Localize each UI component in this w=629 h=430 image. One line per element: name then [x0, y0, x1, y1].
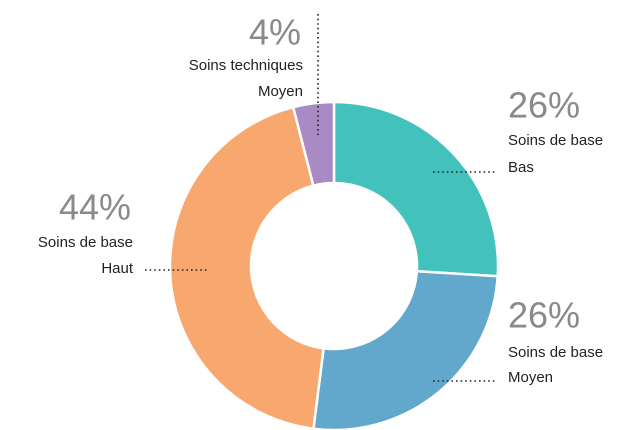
value-label: 26% — [508, 295, 580, 336]
category-label: Soins techniques — [189, 57, 303, 74]
value-label: 4% — [249, 12, 301, 53]
category-label: Bas — [508, 159, 534, 176]
donut-slice — [312, 269, 500, 430]
donut-slice — [291, 100, 336, 188]
donut-slice — [332, 100, 500, 278]
donut-slice — [168, 105, 325, 430]
category-label: Soins de base — [38, 234, 133, 251]
category-label: Moyen — [508, 369, 553, 386]
category-label: Soins de base — [508, 132, 603, 149]
value-label: 26% — [508, 85, 580, 126]
category-label: Moyen — [258, 83, 303, 100]
category-label: Soins de base — [508, 344, 603, 361]
value-label: 44% — [59, 187, 131, 228]
category-label: Haut — [101, 260, 134, 277]
